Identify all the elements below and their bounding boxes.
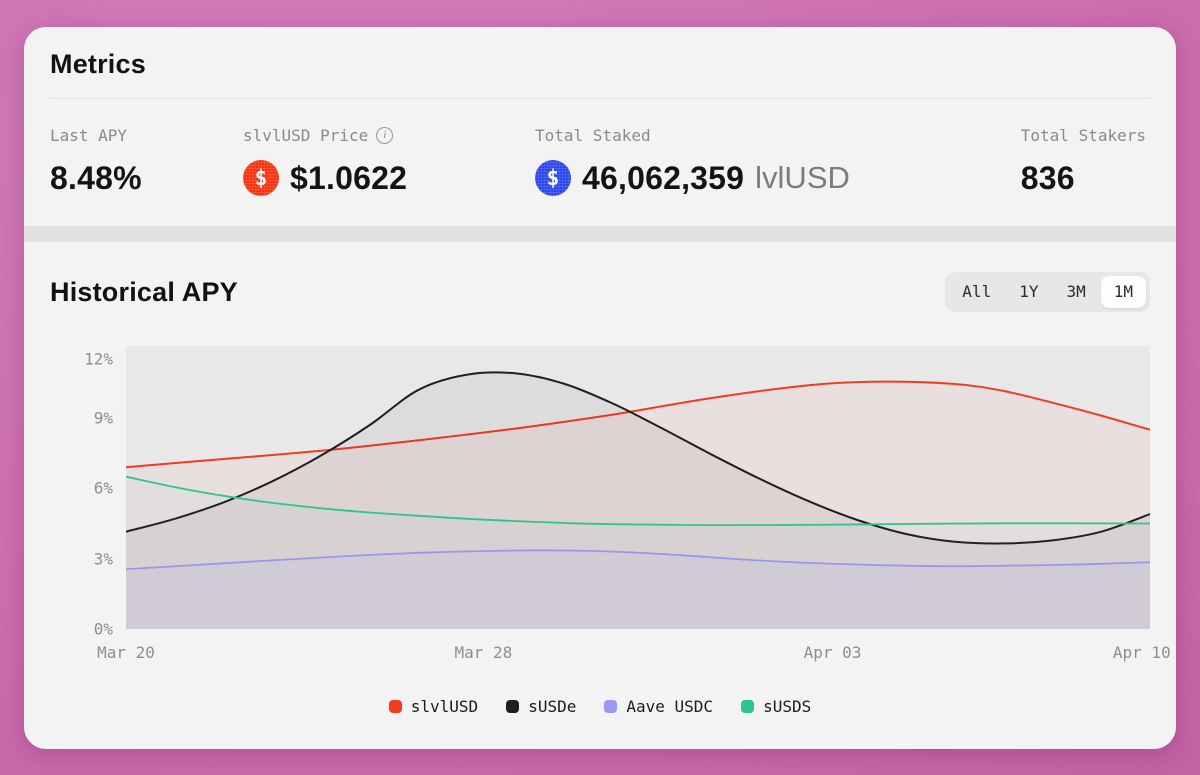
series-line-sUSDS xyxy=(126,475,1150,527)
x-axis: Mar 20 Mar 28 Apr 03 Apr 10 xyxy=(97,637,1171,669)
stat-label: Total Stakers xyxy=(1021,125,1146,145)
legend-label: Aave USDC xyxy=(626,697,714,716)
red-dollar-coin-icon: $ xyxy=(243,160,279,196)
y-axis-label: 6% xyxy=(93,478,113,498)
y-axis-label: 12% xyxy=(84,349,113,369)
stat-total-staked: Total Staked $ 46,062,359 lvlUSD xyxy=(535,125,1021,198)
metrics-title: Metrics xyxy=(50,49,146,79)
metrics-divider xyxy=(50,98,1150,99)
stat-label-text: Total Staked xyxy=(535,125,651,145)
chart-legend: slvlUSD sUSDe Aave USDC sUSDS xyxy=(50,697,1150,716)
stat-value: $1.0622 xyxy=(290,159,408,196)
stat-label-text: Total Stakers xyxy=(1020,125,1146,145)
series-line-Aave USDC xyxy=(126,549,1150,571)
legend-item-susde[interactable]: sUSDe xyxy=(506,697,576,716)
stat-label: Total Staked xyxy=(535,125,1021,145)
range-button-3m[interactable]: 3M xyxy=(1053,276,1098,308)
stat-value: 46,062,359 xyxy=(582,159,745,196)
y-axis-label: 3% xyxy=(93,549,113,569)
chart-section: Historical APY All 1Y 3M 1M 0% 3% 6% 9% 12% … xyxy=(24,242,1176,716)
info-icon[interactable]: i xyxy=(376,126,394,144)
legend-item-susds[interactable]: sUSDS xyxy=(741,697,811,716)
legend-label: sUSDe xyxy=(528,697,577,716)
y-axis-label: 0% xyxy=(93,619,113,639)
chart-plot[interactable] xyxy=(126,346,1150,629)
stat-value: 8.48% xyxy=(50,159,142,196)
stat-value-suffix: lvlUSD xyxy=(755,160,850,195)
stat-label-text: slvlUSD Price xyxy=(243,125,369,145)
series-line-sUSDe xyxy=(126,371,1150,545)
stats-row: Last APY 8.48% slvlUSD Price i $ $1.0622 xyxy=(50,125,1150,226)
stat-slvlusd-price: slvlUSD Price i $ $1.0622 xyxy=(243,125,535,198)
series-line-slvlUSD xyxy=(126,380,1150,469)
legend-item-slvlusd[interactable]: slvlUSD xyxy=(388,697,479,716)
stat-value: 836 xyxy=(1020,159,1075,196)
x-axis-label: Mar 20 xyxy=(97,643,155,662)
stat-label: slvlUSD Price i xyxy=(243,125,535,145)
time-range-selector: All 1Y 3M 1M xyxy=(945,272,1150,312)
x-axis-label: Mar 28 xyxy=(454,643,513,662)
range-button-1y[interactable]: 1Y xyxy=(1006,276,1051,308)
range-button-all[interactable]: All xyxy=(949,276,1004,308)
y-axis-label: 9% xyxy=(93,408,113,428)
stat-total-stakers: Total Stakers 836 xyxy=(1021,125,1150,198)
legend-swatch-icon xyxy=(388,700,402,713)
x-axis-label: Apr 03 xyxy=(803,643,862,662)
series-area-Aave USDC xyxy=(126,550,1150,629)
stat-last-apy: Last APY 8.48% xyxy=(50,125,243,198)
legend-swatch-icon xyxy=(741,700,755,713)
blue-dollar-coin-icon: $ xyxy=(535,160,571,196)
stat-label: Last APY xyxy=(50,125,243,145)
y-axis: 0% 3% 6% 9% 12% xyxy=(50,346,126,669)
range-button-1m[interactable]: 1M xyxy=(1100,276,1146,308)
stat-label-text: Last APY xyxy=(50,125,128,145)
legend-swatch-icon xyxy=(604,700,618,713)
x-axis-label: Apr 10 xyxy=(1112,643,1171,662)
metrics-card: Metrics Last APY 8.48% slvlUSD Price i $… xyxy=(24,27,1176,749)
legend-swatch-icon xyxy=(506,700,520,713)
chart-title: Historical APY xyxy=(50,276,238,307)
legend-label: slvlUSD xyxy=(410,697,479,716)
series-area-slvlUSD xyxy=(126,381,1150,629)
legend-item-aave-usdc[interactable]: Aave USDC xyxy=(604,697,713,716)
section-separator xyxy=(24,226,1176,242)
legend-label: sUSDS xyxy=(763,697,812,716)
metrics-section: Metrics Last APY 8.48% slvlUSD Price i $… xyxy=(24,27,1176,226)
